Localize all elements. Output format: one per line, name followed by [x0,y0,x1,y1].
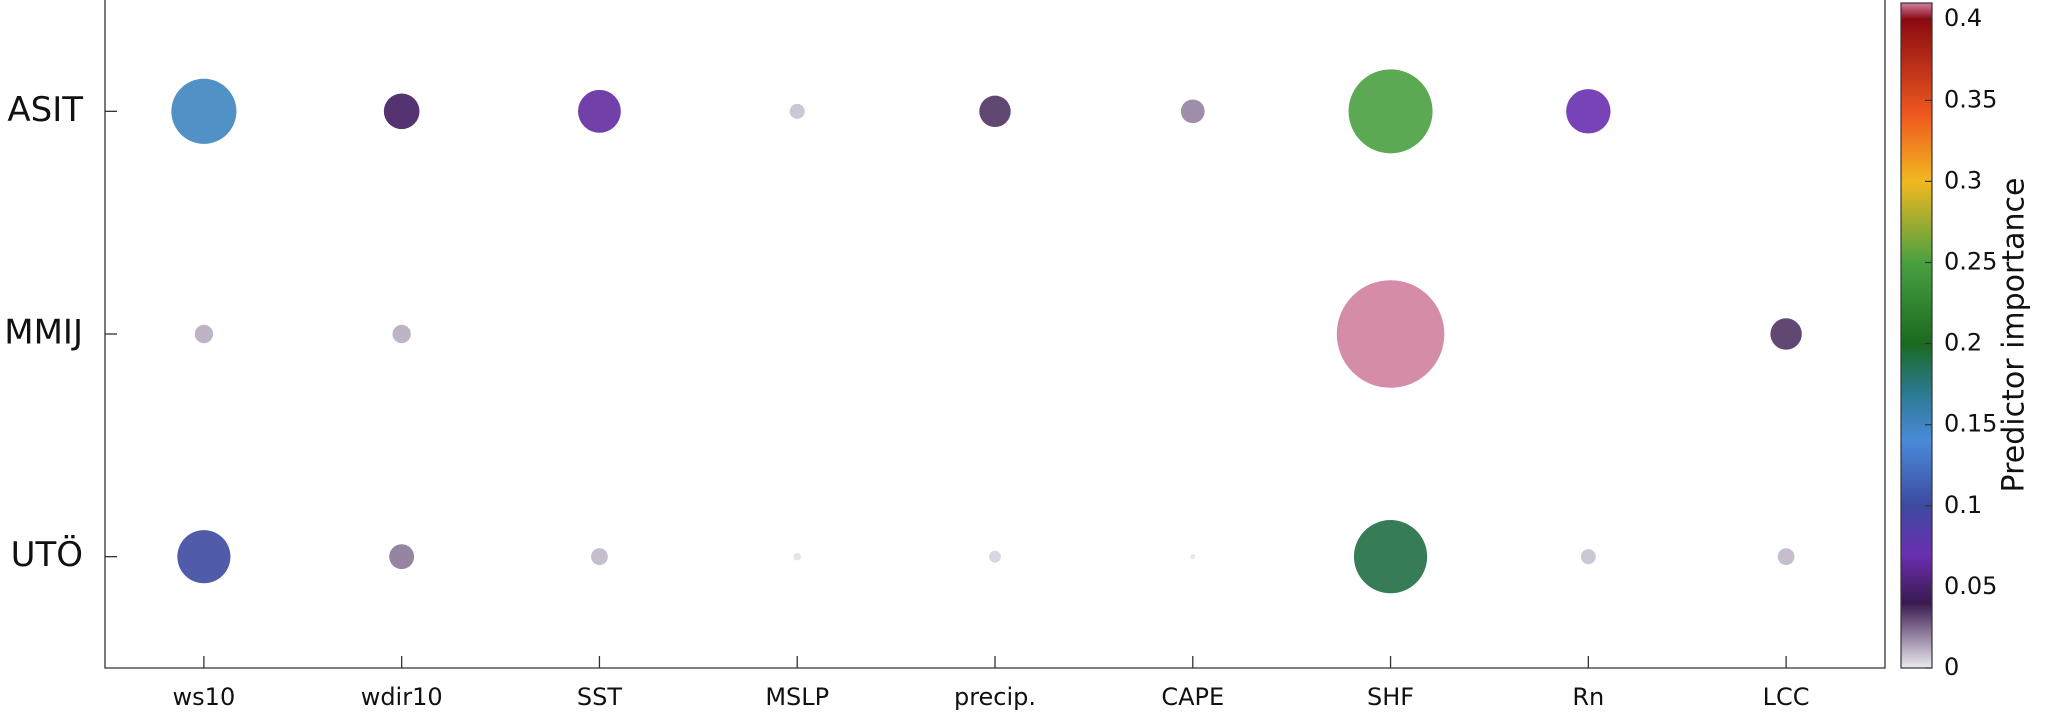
bubble [1190,554,1196,560]
bubble [1353,520,1428,594]
x-tick-label: CAPE [1161,683,1224,711]
y-tick-label: ASIT [7,90,83,130]
colorbar-tick-label: 0.25 [1944,248,1997,276]
colorbar [1900,2,1933,669]
colorbar-tick-label: 0.4 [1944,4,1982,32]
colorbar-tick-label: 0.1 [1944,491,1982,519]
bubble [1566,89,1611,134]
x-tick-label: SHF [1367,683,1414,711]
bubble [1580,549,1596,565]
bubble [1777,548,1795,566]
bubble [1336,280,1445,388]
x-tick-label: precip. [954,683,1036,711]
y-tick-label: UTÖ [11,534,83,575]
bubble [389,544,415,570]
colorbar-tick-label: 0.05 [1944,572,1997,600]
y-tick-label: MMIJ [4,313,83,353]
bubble [979,95,1011,128]
bubble [578,89,621,133]
bubble [989,550,1001,563]
colorbar-tick-label: 0.15 [1944,410,1997,438]
bubble [383,93,420,130]
colorbar-tick-label: 0.3 [1944,166,1982,194]
bubble [392,324,411,344]
colorbar-tick-label: 0 [1944,653,1959,681]
x-tick-label: LCC [1763,683,1810,711]
bubble [171,78,237,144]
bubble [793,552,801,561]
colorbar-label: Predictor importance [1997,178,2032,493]
x-tick-label: Rn [1572,683,1604,711]
colorbar-tick-label: 0.35 [1944,85,1997,113]
bubble [591,548,608,566]
colorbar-tick-label: 0.2 [1944,329,1982,357]
x-tick-label: wdir10 [361,683,443,711]
bubble [1348,69,1433,154]
bubble [194,324,214,344]
bubble [1180,99,1205,124]
x-tick-label: ws10 [173,683,236,711]
bubble [177,530,231,584]
bubble [1770,318,1802,350]
x-tick-label: SST [577,683,622,711]
bubble [789,103,805,119]
x-tick-label: MSLP [765,683,829,711]
